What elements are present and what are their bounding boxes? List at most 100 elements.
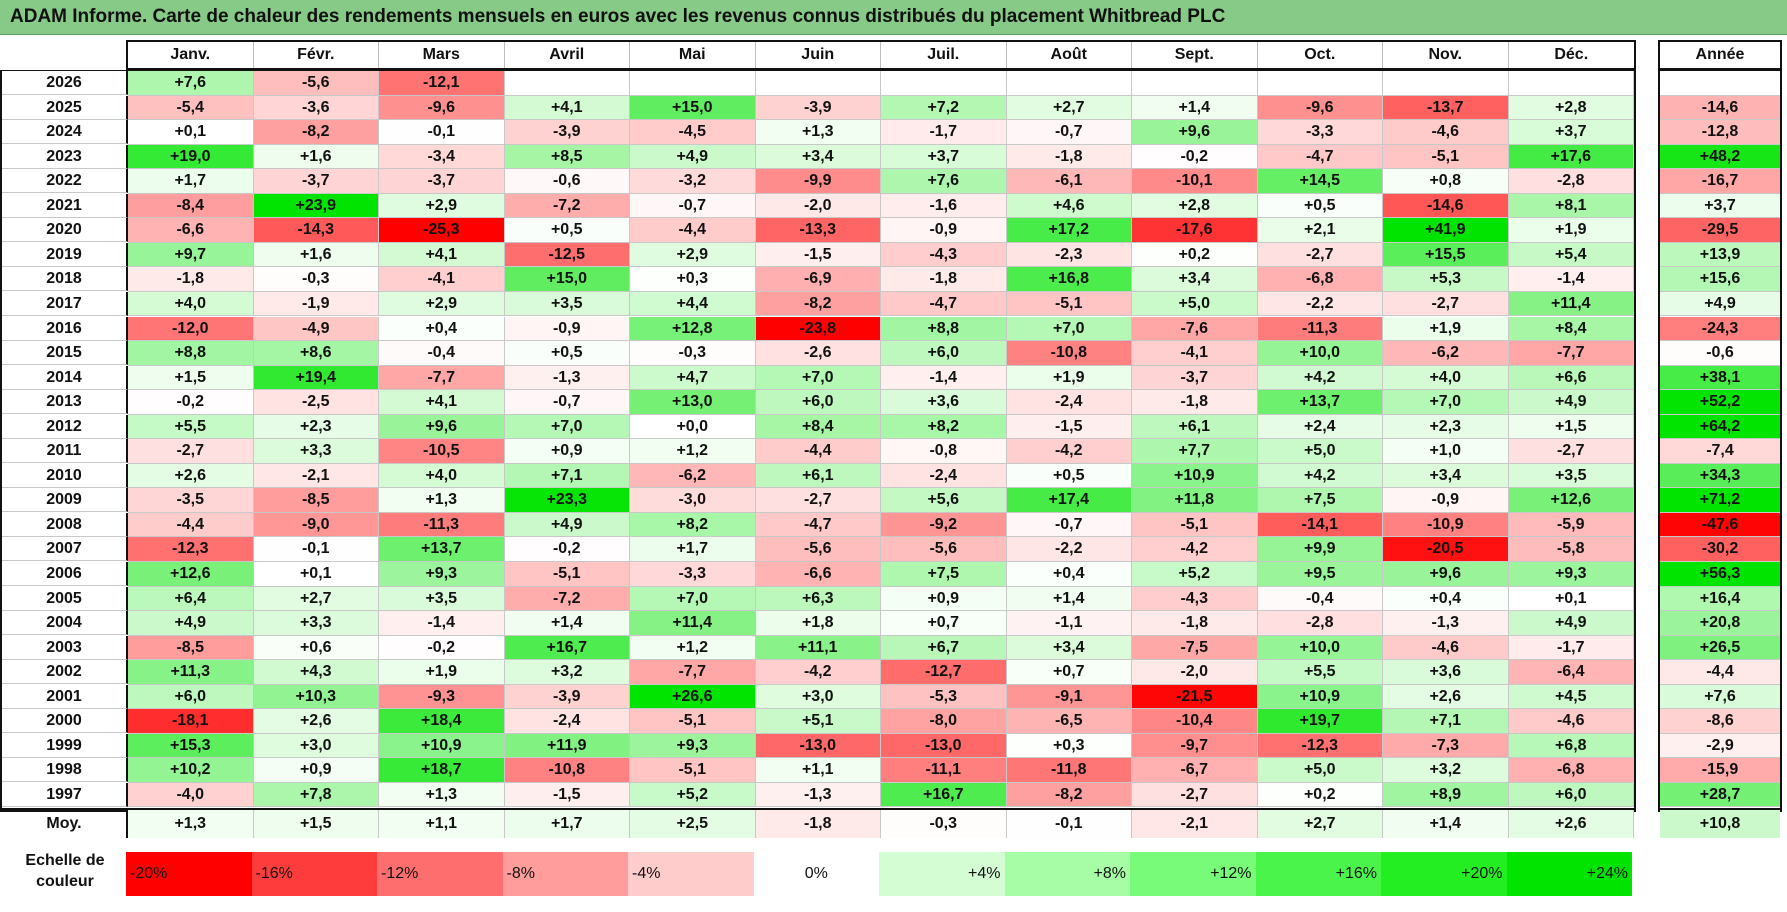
heatmap-cell: -1,4 <box>881 365 1007 391</box>
heatmap-cell: -4,2 <box>1006 439 1132 464</box>
heatmap-cell: -0,2 <box>1132 144 1258 170</box>
heatmap-cell: -6,9 <box>755 267 881 292</box>
heatmap-cell: +11,4 <box>630 611 756 636</box>
row-label-2012: 2012 <box>2 414 128 439</box>
heatmap-cell: +15,0 <box>504 267 630 292</box>
heatmap-cell: +1,4 <box>1006 586 1132 612</box>
annual-cell: +34,3 <box>1660 463 1780 489</box>
heatmap-cell: -1,6 <box>881 193 1007 219</box>
heatmap-cell: +4,9 <box>504 512 630 538</box>
heatmap-cell: -9,3 <box>379 684 505 710</box>
heatmap-cell: -0,1 <box>379 120 505 145</box>
legend-step: +16% <box>1255 852 1381 896</box>
heatmap-cell: -8,5 <box>128 635 254 661</box>
heatmap-cell: +13,0 <box>630 390 756 415</box>
heatmap-cell: +3,7 <box>1508 120 1634 145</box>
annual-cell: +38,1 <box>1660 365 1780 391</box>
heatmap-cell: +4,5 <box>1508 684 1634 710</box>
heatmap-cell: -1,1 <box>1006 611 1132 636</box>
heatmap-cell: +7,0 <box>630 586 756 612</box>
heatmap-cell: -5,6 <box>253 71 379 96</box>
heatmap-cell: -2,7 <box>1257 242 1383 268</box>
heatmap-cell: -6,6 <box>128 218 254 243</box>
legend-step: -16% <box>251 852 377 896</box>
heatmap-cell: +2,6 <box>253 709 379 734</box>
annual-cell: -0,6 <box>1660 341 1780 366</box>
title-bar: ADAM Informe. Carte de chaleur des rende… <box>0 0 1787 35</box>
heatmap-cell: -2,4 <box>504 709 630 734</box>
heatmap-cell <box>1006 71 1132 96</box>
heatmap-cell: +4,9 <box>1508 390 1634 415</box>
heatmap-cell <box>1257 71 1383 96</box>
heatmap-cell: -4,4 <box>128 512 254 538</box>
heatmap-cell: +0,1 <box>253 562 379 587</box>
heatmap-cell: -4,3 <box>1132 586 1258 612</box>
heatmap-cell: +8,8 <box>881 316 1007 342</box>
heatmap-cell: +0,4 <box>1006 562 1132 587</box>
heatmap-cell: +2,6 <box>128 463 254 489</box>
heatmap-cell: -0,1 <box>253 537 379 562</box>
average-cell: +1,4 <box>1383 809 1509 838</box>
heatmap-cell: -3,5 <box>128 488 254 513</box>
heatmap-cell: -4,6 <box>1383 635 1509 661</box>
heatmap-cell: +7,5 <box>1257 488 1383 513</box>
heatmap-cell: +3,6 <box>1383 660 1509 685</box>
heatmap-cell: -13,3 <box>755 218 881 243</box>
column-header-f-vr: Févr. <box>254 42 379 68</box>
heatmap-cell: -20,5 <box>1383 537 1509 562</box>
heatmap-cell: +0,4 <box>379 316 505 342</box>
heatmap-cell: -7,5 <box>1132 635 1258 661</box>
heatmap-cell: -6,2 <box>630 463 756 489</box>
row-label-2010: 2010 <box>2 463 128 488</box>
heatmap-cell: +2,7 <box>253 586 379 612</box>
heatmap-cell: +0,5 <box>1006 463 1132 489</box>
heatmap-cell: -17,6 <box>1132 218 1258 243</box>
heatmap-cell <box>1508 71 1634 96</box>
heatmap-cell: +41,9 <box>1383 218 1509 243</box>
heatmap-cell: +6,1 <box>755 463 881 489</box>
heatmap-cell: -12,0 <box>128 316 254 342</box>
heatmap-cell: -2,1 <box>253 463 379 489</box>
chart-title: ADAM Informe. Carte de chaleur des rende… <box>10 6 1226 27</box>
heatmap-cell: +12,6 <box>1508 488 1634 513</box>
heatmap-cell: -1,3 <box>504 365 630 391</box>
heatmap-cell: -7,7 <box>379 365 505 391</box>
heatmap-cell: +14,5 <box>1257 169 1383 194</box>
heatmap-cell: -0,2 <box>504 537 630 562</box>
heatmap-cell: -4,6 <box>1383 120 1509 145</box>
heatmap-cell: -6,5 <box>1006 709 1132 734</box>
annual-cell: +52,2 <box>1660 390 1780 415</box>
heatmap-cell <box>1383 71 1509 96</box>
row-label-2023: 2023 <box>2 144 128 169</box>
heatmap-cell: +4,9 <box>1508 611 1634 636</box>
heatmap-cell: +0,5 <box>504 218 630 243</box>
row-label-2004: 2004 <box>2 611 128 636</box>
heatmap-cell: +5,0 <box>1257 758 1383 783</box>
heatmap-cell: +0,2 <box>1257 782 1383 808</box>
legend-step: +4% <box>879 852 1005 896</box>
heatmap-cell: -0,4 <box>379 341 505 366</box>
heatmap-cell: +0,5 <box>1257 193 1383 219</box>
annual-cell: +15,6 <box>1660 267 1780 292</box>
heatmap-cell: -0,8 <box>881 439 1007 464</box>
heatmap-cell: -2,4 <box>1006 390 1132 415</box>
heatmap-cell: -8,2 <box>1006 782 1132 808</box>
legend-step: +20% <box>1381 852 1507 896</box>
annual-cell <box>1660 71 1780 96</box>
heatmap-cell: +10,9 <box>1132 463 1258 489</box>
annual-column: -14,6 -12,8 +48,2 -16,7 +3,7 -29,5 +13,9 +15,6 +… <box>1658 70 1782 838</box>
heatmap-cell: +16,7 <box>881 782 1007 808</box>
heatmap-cell: -3,0 <box>630 488 756 513</box>
heatmap-cell: -0,7 <box>630 193 756 219</box>
heatmap-cell: -2,2 <box>1257 291 1383 317</box>
heatmap-cell: -8,4 <box>128 193 254 219</box>
heatmap-cell: -1,5 <box>504 782 630 808</box>
heatmap-cell: -11,1 <box>881 758 1007 783</box>
heatmap-cell: +8,8 <box>128 341 254 366</box>
heatmap-cell: -9,1 <box>1006 684 1132 710</box>
heatmap-cell: +12,6 <box>128 562 254 587</box>
annual-cell: -8,6 <box>1660 709 1780 734</box>
heatmap-cell: +19,0 <box>128 144 254 170</box>
row-label-2021: 2021 <box>2 193 128 218</box>
heatmap-cell: +9,9 <box>1257 537 1383 562</box>
